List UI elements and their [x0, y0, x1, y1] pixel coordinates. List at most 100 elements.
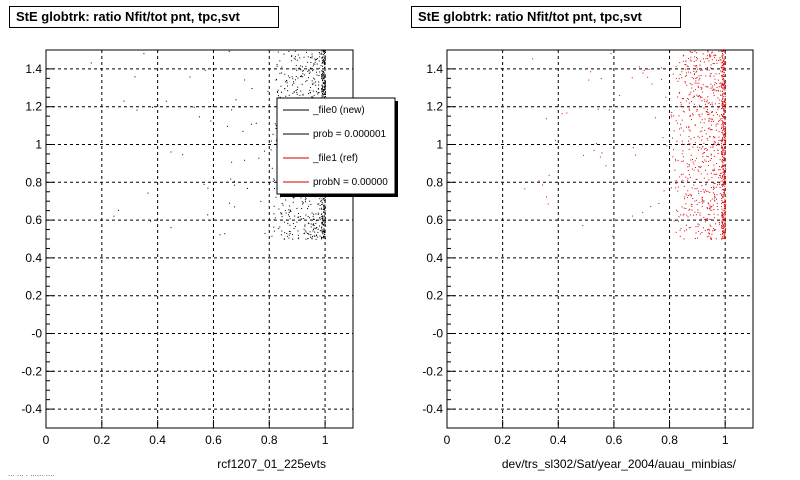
- data-point: [635, 154, 637, 156]
- data-point: [724, 189, 726, 191]
- data-point: [710, 153, 712, 155]
- data-point: [700, 148, 702, 150]
- data-point: [324, 91, 326, 93]
- data-point: [723, 134, 725, 136]
- data-point: [296, 93, 298, 95]
- data-point: [319, 56, 321, 58]
- data-point: [312, 65, 314, 67]
- data-point: [710, 87, 712, 89]
- data-point: [712, 51, 714, 53]
- x-tick-label: 0.2: [494, 433, 511, 447]
- data-point: [698, 224, 700, 226]
- data-point: [309, 67, 311, 69]
- data-point: [697, 149, 699, 151]
- data-point: [723, 159, 725, 161]
- data-point: [688, 163, 690, 165]
- data-point: [721, 141, 723, 143]
- data-point: [688, 165, 690, 167]
- data-point: [323, 50, 325, 52]
- data-point: [721, 151, 723, 153]
- data-point: [718, 136, 720, 138]
- data-point: [697, 223, 699, 225]
- data-point: [273, 205, 275, 207]
- data-point: [710, 238, 712, 240]
- data-point: [281, 230, 283, 232]
- data-point: [322, 82, 324, 84]
- data-point: [685, 74, 687, 76]
- data-point: [722, 101, 724, 103]
- data-point: [695, 65, 697, 67]
- x-tick-label: 0.4: [550, 433, 567, 447]
- data-point: [717, 149, 719, 151]
- data-point: [303, 228, 305, 230]
- data-point: [724, 86, 726, 88]
- data-point: [721, 56, 723, 58]
- data-point: [723, 218, 725, 220]
- data-point: [690, 138, 692, 140]
- data-point: [323, 89, 325, 91]
- data-point: [724, 189, 726, 191]
- data-point: [718, 102, 720, 104]
- data-point: [687, 65, 689, 67]
- data-point: [696, 188, 698, 190]
- data-point: [723, 116, 725, 118]
- data-point: [722, 131, 724, 133]
- data-point: [710, 72, 712, 74]
- data-point: [724, 52, 726, 54]
- data-point: [545, 118, 547, 120]
- data-point: [710, 67, 712, 69]
- data-point: [307, 222, 309, 224]
- data-point: [717, 142, 719, 144]
- data-point: [722, 176, 724, 178]
- data-point: [709, 209, 711, 211]
- data-point: [724, 210, 726, 212]
- data-point: [323, 54, 325, 56]
- data-point: [325, 221, 327, 223]
- data-point: [723, 183, 725, 185]
- data-point: [683, 238, 685, 240]
- data-point: [706, 207, 708, 209]
- data-point: [722, 233, 724, 235]
- data-point: [695, 179, 697, 181]
- data-point: [723, 204, 725, 206]
- x-tick-label: 0.8: [261, 433, 278, 447]
- data-point: [230, 178, 232, 180]
- data-point: [316, 63, 318, 65]
- data-point: [307, 238, 309, 240]
- data-point: [718, 177, 720, 179]
- data-point: [685, 60, 687, 62]
- data-point: [718, 106, 720, 108]
- data-point: [705, 85, 707, 87]
- data-point: [723, 125, 725, 127]
- data-point: [323, 211, 325, 213]
- data-point: [714, 57, 716, 59]
- data-point: [723, 169, 725, 171]
- data-point: [700, 121, 702, 123]
- data-point: [721, 75, 723, 77]
- data-point: [724, 116, 726, 118]
- data-point: [324, 85, 326, 87]
- data-point: [323, 199, 325, 201]
- data-point: [325, 93, 327, 95]
- data-point: [721, 216, 723, 218]
- data-point: [717, 120, 719, 122]
- data-point: [182, 154, 184, 156]
- data-point: [698, 137, 700, 139]
- data-point: [170, 227, 172, 229]
- data-point: [219, 234, 221, 236]
- data-point: [693, 70, 695, 72]
- data-point: [685, 208, 687, 210]
- data-point: [697, 135, 699, 137]
- data-point: [293, 91, 295, 93]
- data-point: [291, 55, 293, 57]
- data-point: [310, 203, 312, 205]
- data-point: [684, 143, 686, 145]
- data-point: [721, 100, 723, 102]
- data-point: [721, 105, 723, 107]
- data-point: [720, 85, 722, 87]
- data-point: [271, 235, 273, 237]
- data-point: [710, 55, 712, 57]
- data-point: [724, 174, 726, 176]
- data-point: [722, 135, 724, 137]
- data-point: [682, 55, 684, 57]
